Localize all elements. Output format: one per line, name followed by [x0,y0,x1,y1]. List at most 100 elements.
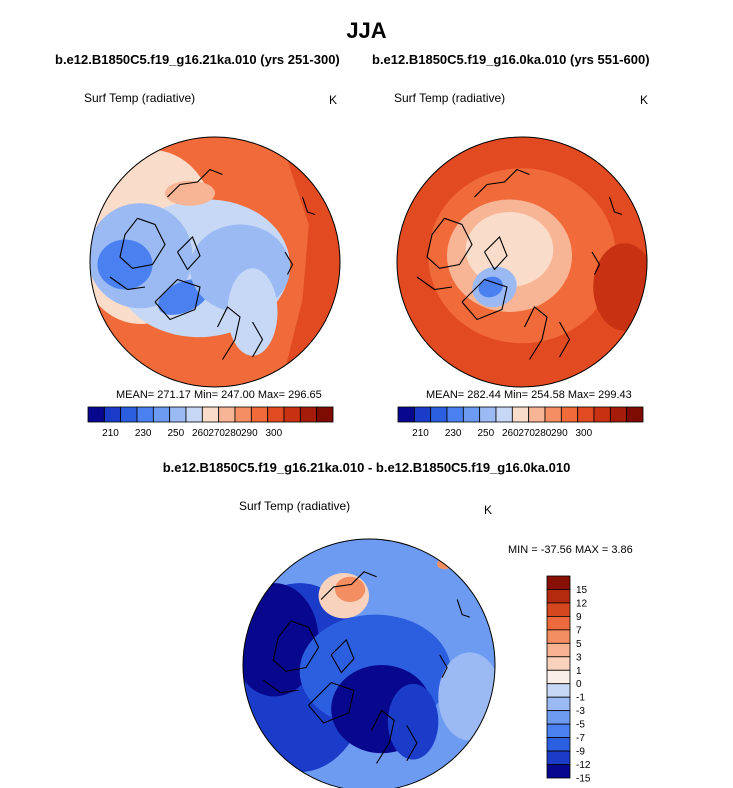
left-colorbar-cell [152,406,171,423]
coastline [461,278,508,321]
left-warm-east [283,149,340,375]
right-stats: MEAN= 282.44 Min= 254.58 Max= 299.43 [426,389,632,401]
right-colorbar-cell [446,406,464,423]
coastline [484,236,508,271]
diff-region-g [334,576,366,603]
right-case-title: b.e12.B1850C5.f19_g16.0ka.010 (yrs 551-6… [372,52,650,67]
right-colorbar-cell [462,406,481,423]
diff-map-border [242,538,496,788]
difference-title: b.e12.B1850C5.f19_g16.21ka.010 - b.e12.B… [162,460,571,475]
diff-colorbar-tick: -12 [576,760,591,771]
diff-colorbar-tick: 0 [576,679,582,690]
diff-colorbar-cell [546,683,571,698]
diff-colorbar-tick: -3 [576,706,585,717]
left-colorbar-cell [103,406,122,423]
coastline [262,679,299,694]
coastline [371,709,395,764]
left-colorbar-cell [316,406,334,423]
diff-colorbar-tick: -1 [576,693,585,704]
diff-colorbar-cell [546,616,571,631]
right-colorbar-cell [511,406,530,423]
coastline [252,321,264,358]
left-colorbar-cell [250,406,269,423]
coastline [608,196,623,216]
right-map-border [396,136,648,388]
left-colorbar-tick: 280 [225,428,242,439]
coastline [308,681,355,724]
left-colorbar-tick: 260 [192,428,209,439]
right-region-e [478,276,503,298]
right-colorbar-cell [577,406,595,423]
diff-unit-label: K [484,503,493,517]
right-colorbar-cell [593,406,611,423]
coastline [591,251,601,275]
coastline [320,571,377,600]
left-case-title: b.e12.B1850C5.f19_g16.21ka.010 (yrs 251-… [55,52,340,67]
diff-colorbar-cell [546,764,571,779]
right-colorbar-cell [544,406,562,423]
main-title: JJA [346,18,387,43]
right-colorbar-cell [430,406,448,423]
right-colorbar-cell [479,406,497,423]
left-colorbar-cell [136,406,154,423]
diff-colorbar-cell [546,710,571,725]
diff-colorbar-tick: 5 [576,639,582,650]
diff-variable-label: Surf Temp (radiative) [239,499,351,513]
left-colorbar-tick: 300 [265,428,282,439]
coastline [109,276,146,291]
right-colorbar-cell [626,406,644,423]
right-colorbar-cell [397,406,415,423]
diff-colorbar-cell [546,737,571,752]
diff-colorbar-cell [546,723,571,739]
right-colorbar-tick: 260 [502,428,519,439]
diff-colorbar-tick: 9 [576,612,582,623]
diff-colorbar-tick: 12 [576,598,588,609]
left-region-g [227,268,278,356]
left-map-border [89,136,341,388]
coastline [559,321,571,358]
coastline [167,168,223,198]
left-colorbar-cell [201,406,220,423]
coastline [154,278,201,321]
right-map [397,137,647,387]
diff-colorbar-cell [546,602,571,617]
right-colorbar-tick: 210 [412,428,429,439]
left-colorbar-tick: 250 [167,428,184,439]
left-variable-label: Surf Temp (radiative) [84,91,196,105]
right-colorbar-cell [560,406,579,423]
diff-colorbar-tick: 3 [576,652,582,663]
right-colorbar-tick: 300 [575,428,592,439]
right-colorbar-cell [528,406,546,423]
left-colorbar-tick: 290 [241,428,258,439]
diff-colorbar-cell [546,642,571,658]
left-colorbar-cell [299,406,318,423]
diff-colorbar-cell [546,575,571,590]
diff-colorbar-cell [546,669,571,685]
coastline [119,217,166,269]
left-colorbar-cell [87,406,105,423]
right-colorbar-tick: 270 [518,428,535,439]
diff-colorbar-cell [546,629,571,644]
left-colorbar-cell [234,406,252,423]
diff-colorbar-tick: -15 [576,774,591,785]
left-colorbar-cell [218,406,236,423]
left-colorbar-cell [283,406,301,423]
left-colorbar-tick: 230 [135,428,152,439]
right-colorbar-tick: 230 [445,428,462,439]
diff-colorbar-cell [546,656,571,671]
diff-region-i [438,652,495,741]
left-region-d [97,239,153,290]
diff-colorbar-tick: -5 [576,720,585,731]
coastline [439,654,448,678]
diff-map [243,539,495,788]
coastline [284,251,294,275]
left-unit-label: K [329,93,338,107]
left-map [90,137,340,387]
coastline [330,638,355,674]
right-colorbar-tick: 290 [551,428,568,439]
diff-stats: MIN = -37.56 MAX = 3.86 [508,544,633,556]
diff-colorbar-cell [546,696,571,712]
right-colorbar-tick: 250 [477,428,494,439]
left-region-h [165,180,215,206]
